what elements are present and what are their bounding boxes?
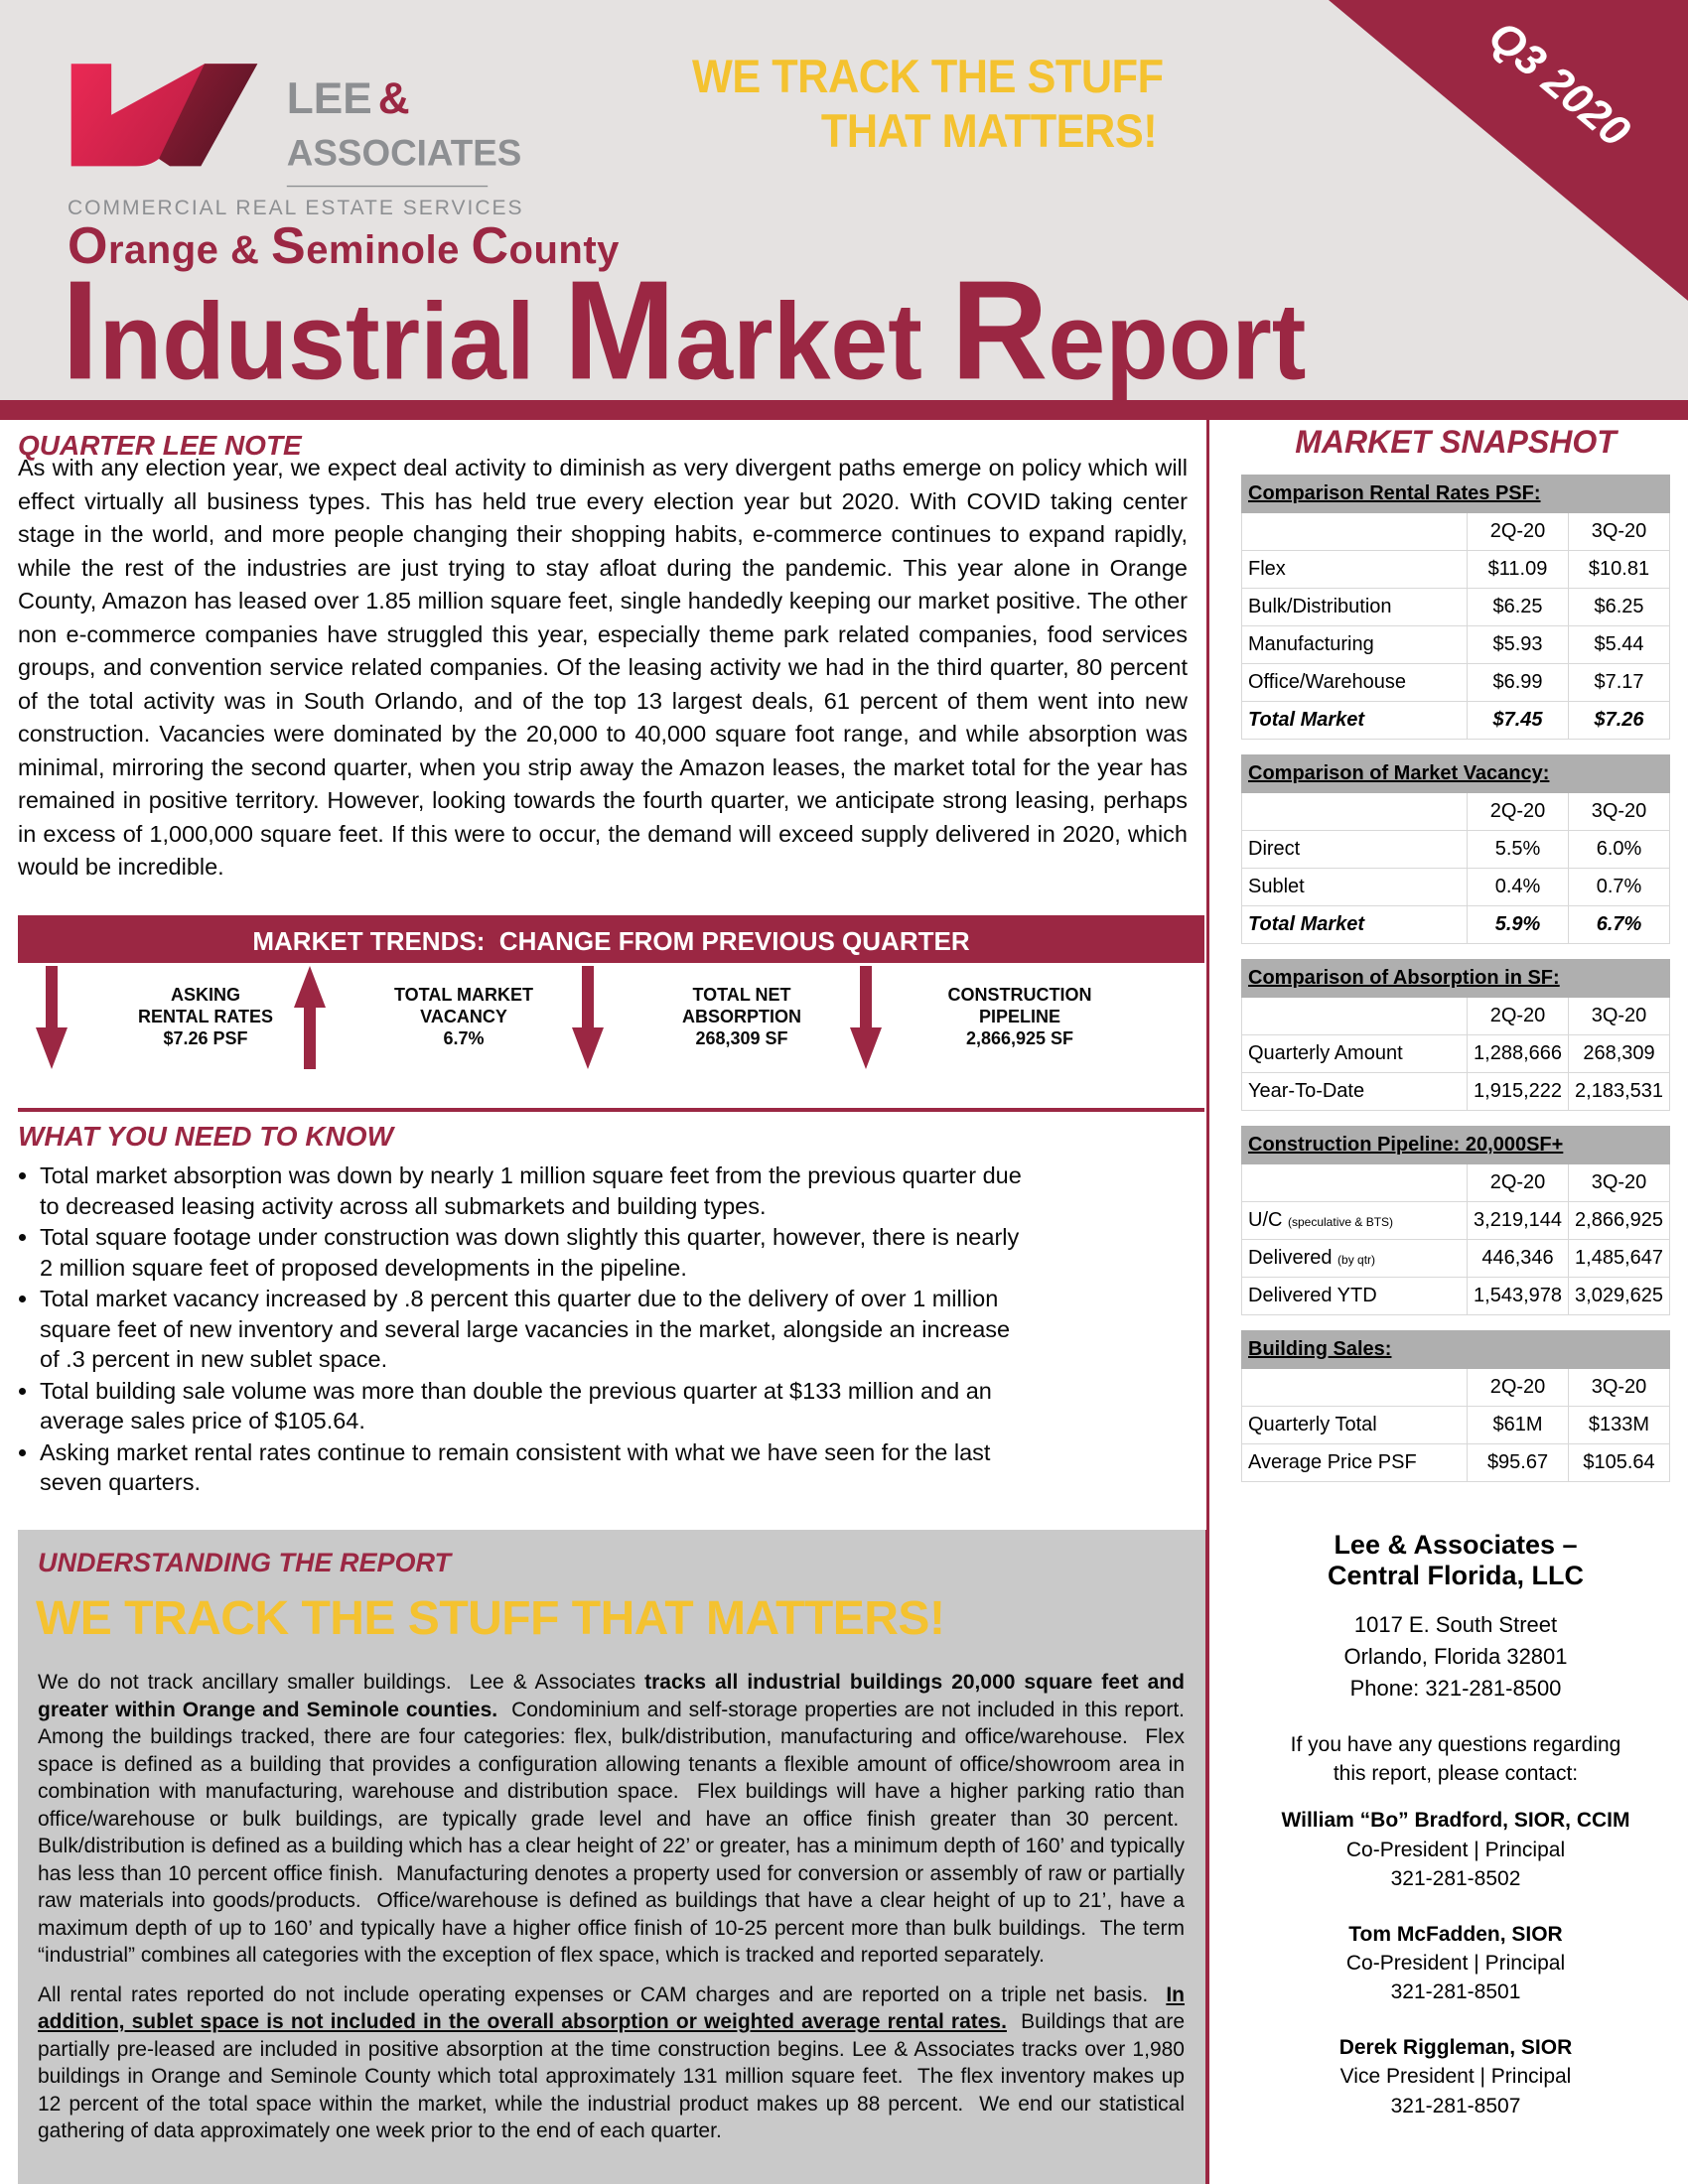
svg-text:ASSOCIATES: ASSOCIATES: [287, 132, 521, 173]
svg-text:&: &: [378, 74, 410, 123]
svg-text:LEE: LEE: [287, 74, 372, 123]
